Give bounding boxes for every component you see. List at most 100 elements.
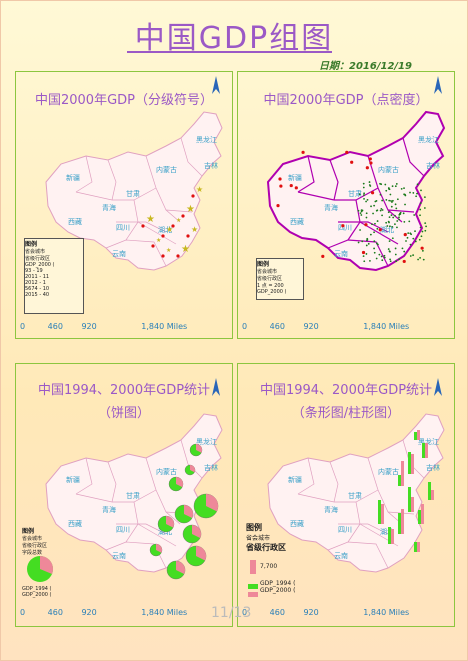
density-dot: [412, 254, 415, 257]
scale-tick: 460: [47, 608, 63, 617]
legend-item: GDP_2000 (: [22, 592, 52, 598]
province-label: 内蒙古: [156, 165, 177, 174]
density-dot: [380, 183, 383, 186]
density-dot: [424, 229, 427, 232]
legend-item: GDP_2000 (: [25, 262, 55, 268]
density-dot: [395, 207, 398, 210]
density-dot: [416, 192, 418, 195]
scale-bar: 0 460 920 1,840 Miles: [242, 322, 409, 331]
scale-tick: 460: [47, 322, 63, 331]
province-border: [297, 155, 315, 193]
density-dot: [389, 260, 392, 263]
province-label: 青海: [102, 505, 116, 514]
density-dot: [381, 209, 384, 211]
province-border: [327, 541, 389, 569]
density-dot: [384, 183, 387, 186]
province-border: [297, 493, 335, 503]
capital-dot: [370, 191, 375, 195]
pie-slice: [206, 493, 219, 512]
density-dot: [383, 256, 386, 259]
legend-item: 省会城市: [257, 269, 278, 275]
density-dot: [385, 198, 388, 201]
density-dot: [360, 214, 363, 216]
density-dot: [373, 204, 376, 207]
density-dot: [398, 216, 400, 219]
province-label: 内蒙古: [378, 467, 399, 476]
density-dot: [391, 237, 394, 240]
scale-tick: 920: [81, 608, 97, 617]
scale-tick: 1,840 Miles: [141, 608, 188, 617]
scale-tick: 0: [242, 608, 248, 617]
density-dot: [358, 193, 361, 196]
density-dot: [374, 200, 377, 203]
province-label: 甘肃: [126, 491, 140, 500]
pie-slice: [196, 545, 207, 561]
legend-item: GDP_2000 ): [257, 289, 287, 295]
capital-dot: [345, 150, 349, 155]
capital-dot: [276, 203, 280, 208]
graduated-symbol: ★: [166, 247, 171, 254]
scale-tick: 1,840 Miles: [363, 608, 410, 617]
capital-dot: [350, 160, 354, 164]
province-label: 四川: [116, 224, 130, 232]
province-border: [165, 209, 193, 213]
pie-slice: [190, 464, 196, 473]
capital-dot: [151, 244, 155, 248]
bar-gdp-1994: [378, 500, 381, 524]
panel-pie-chart[interactable]: 中国1994、2000年GDP统计 （饼图） 新疆 西藏 青海 内蒙古 黑龙江 四川 云南 甘…: [15, 363, 233, 627]
density-dot: [417, 258, 419, 261]
density-dot: [403, 193, 406, 196]
capital-dot: [161, 254, 165, 258]
province-border: [116, 523, 167, 535]
bar-gdp-2000: [391, 529, 394, 544]
scale-bar: 0 460 920 1,840 Miles: [20, 608, 187, 617]
legend-title: 图例: [246, 523, 262, 532]
scale-tick: 920: [303, 608, 319, 617]
province-border: [145, 155, 157, 189]
province-border: [367, 155, 379, 189]
legend-item: 字段总数: [22, 550, 43, 556]
density-dot: [391, 199, 394, 202]
density-dot: [419, 202, 422, 205]
density-dot: [381, 259, 384, 262]
density-dot: [365, 244, 368, 247]
panel-bar-chart[interactable]: 中国1994、2000年GDP统计 （条形图/柱形图） 新疆 西藏 青海 内蒙古 黑龙江…: [237, 363, 455, 627]
province-label: 青海: [324, 505, 338, 514]
bar-gdp-1994: [398, 513, 401, 534]
graduated-symbol: ★: [156, 237, 161, 244]
panel-title: 中国2000年GDP（分级符号）: [34, 93, 213, 108]
north-arrow-icon: [212, 76, 220, 94]
density-dot: [369, 233, 372, 236]
capital-dot: [369, 161, 373, 165]
scale-tick: 460: [269, 322, 285, 331]
province-border: [75, 493, 113, 503]
density-dot: [380, 207, 383, 210]
density-dot: [362, 186, 365, 189]
density-dot: [363, 197, 365, 200]
province-label: 甘肃: [348, 189, 362, 198]
pie-slice: [176, 560, 186, 575]
graduated-symbol: ★: [166, 225, 173, 234]
density-dot: [378, 253, 381, 256]
capital-dot: [176, 254, 180, 258]
scale-tick: 920: [81, 322, 97, 331]
province-border: [105, 541, 167, 569]
panel-dot-density[interactable]: 中国2000年GDP（点密度） 新疆 西藏 青海 内蒙古 黑龙江 四川 云南 甘肃 吉林 湖北 图…: [237, 71, 455, 339]
panel-graduated-symbol[interactable]: 中国2000年GDP（分级符号） 新疆 西藏 青海 内蒙古 黑龙江 四川 云南 甘肃 吉林 湖北 ★…: [15, 71, 233, 339]
density-dot: [376, 242, 378, 245]
capital-dot: [279, 184, 283, 188]
scale-bar: 0 460 920 1,840 Miles: [20, 322, 187, 331]
density-dot: [387, 211, 390, 214]
legend-item: 省会城市: [25, 249, 46, 255]
province-border: [137, 523, 177, 547]
density-dot: [388, 240, 391, 243]
density-dot: [396, 198, 399, 201]
legend-item: 省会城市: [22, 536, 43, 542]
province-border: [180, 137, 203, 177]
density-dot: [415, 195, 418, 198]
graduated-symbol: ★: [196, 185, 203, 194]
bar-gdp-1994: [388, 527, 391, 544]
bar-gdp-1994: [414, 432, 417, 440]
province-label: 西藏: [290, 217, 304, 226]
